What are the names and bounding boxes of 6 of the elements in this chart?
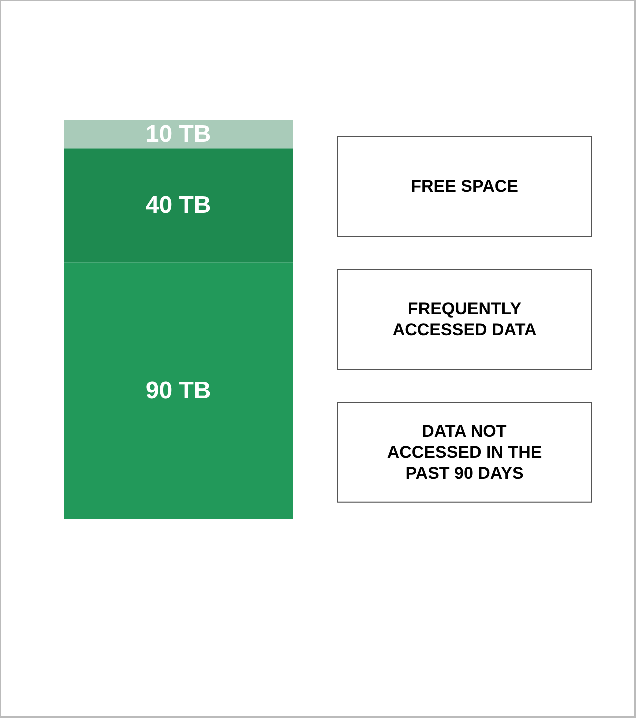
data-label: 40 TB xyxy=(146,192,212,220)
data-label: 90 TB xyxy=(146,377,212,404)
data-label: 10 TB xyxy=(146,120,212,148)
text: DATA NOT ACCESSED IN THE PAST 90 DAYS xyxy=(387,422,542,483)
text: FREQUENTLY ACCESSED DATA xyxy=(392,300,537,340)
text: FREE SPACE xyxy=(411,177,518,196)
